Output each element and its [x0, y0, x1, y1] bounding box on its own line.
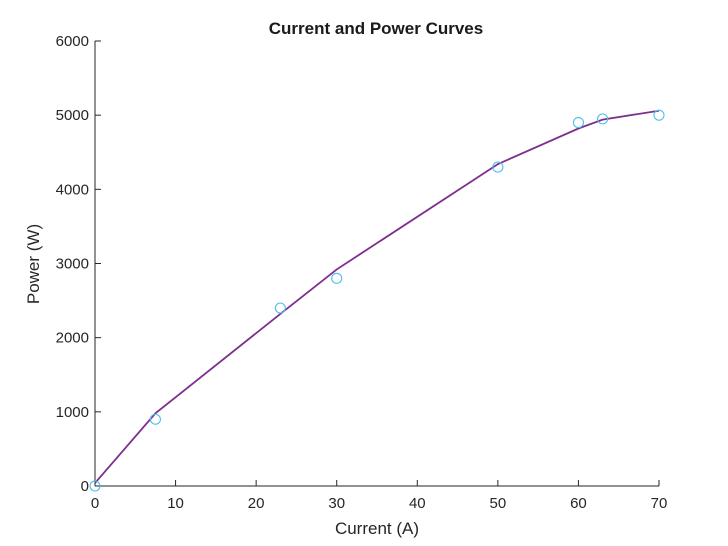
x-tick-label: 60 [570, 495, 587, 512]
y-tick-label: 3000 [56, 256, 89, 273]
axes [94, 41, 659, 487]
y-tick-label: 2000 [56, 330, 89, 347]
x-tick-label: 20 [248, 495, 265, 512]
x-tick-label: 0 [91, 495, 99, 512]
x-tick-label: 30 [328, 495, 345, 512]
ticks: 0 10 20 30 40 50 60 70 0 1000 2000 3000 4000 5000 6000 [56, 33, 668, 512]
chart-title: Current and Power Curves [269, 19, 483, 38]
y-tick-label: 5000 [56, 107, 89, 124]
data-point [274, 302, 286, 314]
x-tick-label: 70 [651, 495, 668, 512]
y-axis-label: Power (W) [24, 224, 43, 304]
data-point [653, 109, 665, 121]
data-point [597, 113, 609, 125]
x-tick-label: 10 [167, 495, 184, 512]
fit-line [94, 109, 660, 484]
y-tick-label: 1000 [56, 404, 89, 421]
data-point [149, 413, 161, 425]
y-tick-label: 0 [81, 478, 89, 495]
y-tick-label: 4000 [56, 181, 89, 198]
x-axis-label: Current (A) [335, 519, 419, 538]
data-point [331, 272, 343, 284]
data-point [492, 161, 504, 173]
data-point [89, 480, 101, 492]
series-layer [89, 109, 665, 492]
x-tick-label: 40 [409, 495, 426, 512]
data-point [572, 117, 584, 129]
x-tick-label: 50 [490, 495, 507, 512]
y-tick-label: 6000 [56, 33, 89, 50]
